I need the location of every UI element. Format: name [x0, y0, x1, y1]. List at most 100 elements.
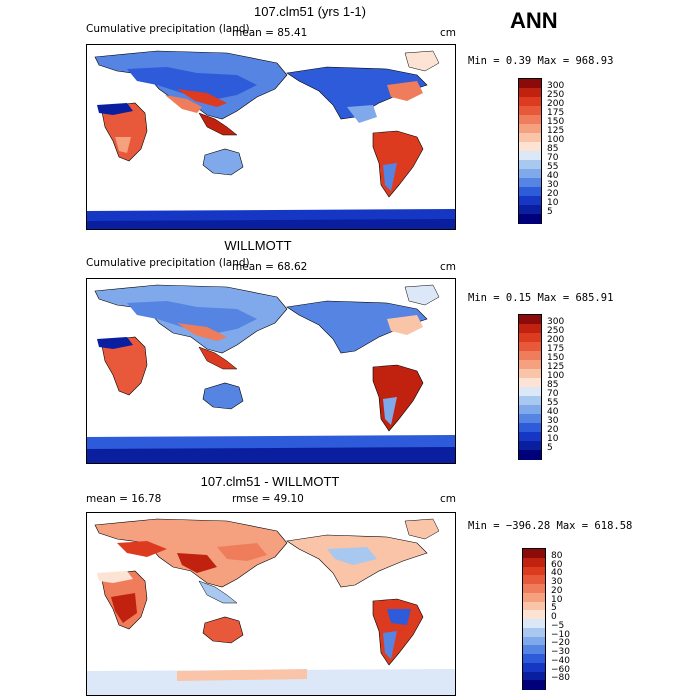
colorbar-segment	[519, 351, 541, 361]
colorbar-segment	[523, 575, 545, 585]
colorbar-segment	[519, 396, 541, 406]
colorbar-label: 0	[551, 612, 557, 622]
colorbar-segment	[519, 169, 541, 179]
colorbar-segment	[519, 205, 541, 215]
panel3-map-graphic	[87, 518, 455, 695]
colorbar-segment	[523, 671, 545, 681]
colorbar-label: −60	[551, 664, 570, 675]
colorbar-segment	[519, 324, 541, 334]
colorbar-label: 250	[547, 326, 565, 336]
colorbar-segment	[523, 584, 545, 594]
colorbar-segment	[519, 142, 541, 152]
colorbar-label: 200	[547, 335, 565, 345]
colorbar-label: −40	[551, 655, 570, 666]
colorbar-label: 30	[547, 416, 559, 426]
colorbar-segment	[523, 627, 545, 637]
colorbar-segment	[519, 214, 541, 224]
panel3-minmax: Min = −396.28 Max = 618.58	[468, 520, 633, 532]
colorbar-segment	[519, 441, 541, 451]
colorbar-label: 40	[551, 568, 563, 579]
colorbar-label: 100	[547, 371, 565, 381]
season-label: ANN	[510, 8, 558, 33]
colorbar-segment	[519, 378, 541, 388]
colorbar-label: 100	[547, 135, 565, 145]
colorbar-label: 5	[547, 207, 553, 217]
colorbar-label: 30	[551, 577, 563, 587]
colorbar-segment	[523, 549, 545, 559]
colorbar-label: 125	[547, 362, 565, 372]
colorbar-segment	[519, 133, 541, 143]
colorbar-label: 40	[547, 407, 559, 417]
colorbar-label: 300	[547, 81, 565, 91]
colorbar-segment	[523, 610, 545, 620]
colorbar-label: −5	[551, 620, 565, 631]
panel2-colorbar	[518, 314, 542, 460]
colorbar-segment	[523, 619, 545, 629]
colorbar-label: −20	[551, 638, 570, 649]
panel1-title: 107.clm51 (yrs 1-1)	[254, 4, 366, 19]
colorbar-segment	[519, 414, 541, 424]
colorbar-segment	[519, 315, 541, 325]
colorbar-segment	[523, 592, 545, 602]
colorbar-segment	[523, 645, 545, 655]
colorbar-segment	[523, 566, 545, 576]
colorbar-segment	[519, 423, 541, 433]
panel2-units: cm	[440, 261, 457, 273]
colorbar-segment	[519, 124, 541, 134]
colorbar-segment	[519, 115, 541, 125]
colorbar-label: −80	[551, 673, 570, 684]
colorbar-label: 85	[547, 144, 559, 154]
colorbar-segment	[519, 450, 541, 460]
colorbar-segment	[523, 662, 545, 672]
colorbar-segment	[519, 97, 541, 107]
colorbar-label: 60	[551, 559, 563, 570]
colorbar-label: 150	[547, 353, 565, 363]
colorbar-segment	[519, 360, 541, 370]
colorbar-segment	[519, 88, 541, 98]
panel1-units: cm	[440, 27, 457, 39]
colorbar-label: −10	[551, 629, 570, 640]
colorbar-segment	[519, 178, 541, 188]
colorbar-label: 55	[547, 398, 559, 408]
colorbar-segment	[519, 333, 541, 343]
colorbar-label: 20	[551, 585, 563, 596]
colorbar-label: 70	[547, 153, 559, 163]
colorbar-label: 80	[551, 550, 563, 561]
panel1-map	[86, 44, 456, 230]
colorbar-label: 175	[547, 344, 565, 354]
colorbar-segment	[519, 187, 541, 197]
panel3-units: cm	[440, 493, 457, 505]
colorbar-segment	[519, 405, 541, 415]
colorbar-segment	[519, 151, 541, 161]
panel3-title: 107.clm51 - WILLMOTT	[200, 474, 340, 489]
colorbar-label: 5	[551, 603, 557, 614]
panel2-map-graphic	[87, 284, 455, 463]
colorbar-label: 20	[547, 189, 559, 199]
panel1-subtitle: Cumulative precipitation (land)	[86, 23, 250, 35]
colorbar-label: 40	[547, 171, 559, 181]
panel1-minmax: Min = 0.39 Max = 968.93	[468, 55, 614, 67]
panel2-mean: mean = 68.62	[232, 261, 308, 273]
colorbar-label: 200	[547, 99, 565, 109]
colorbar-label: 10	[547, 434, 559, 444]
panel3-rmse: rmse = 49.10	[232, 493, 304, 505]
panel1-colorbar	[518, 78, 542, 224]
colorbar-segment	[523, 680, 545, 690]
colorbar-label: 300	[547, 317, 565, 327]
panel3-map	[86, 512, 456, 696]
colorbar-segment	[523, 557, 545, 567]
colorbar-segment	[519, 196, 541, 206]
colorbar-segment	[523, 601, 545, 611]
colorbar-label: 5	[547, 443, 553, 453]
colorbar-segment	[519, 342, 541, 352]
colorbar-label: 150	[547, 117, 565, 127]
colorbar-label: −30	[551, 647, 570, 657]
colorbar-segment	[519, 387, 541, 397]
panel1-mean: mean = 85.41	[232, 27, 308, 39]
colorbar-label: 250	[547, 90, 565, 100]
colorbar-segment	[519, 160, 541, 170]
colorbar-segment	[523, 636, 545, 646]
panel2-subtitle: Cumulative precipitation (land)	[86, 257, 250, 269]
colorbar-segment	[523, 654, 545, 664]
colorbar-label: 55	[547, 162, 559, 172]
